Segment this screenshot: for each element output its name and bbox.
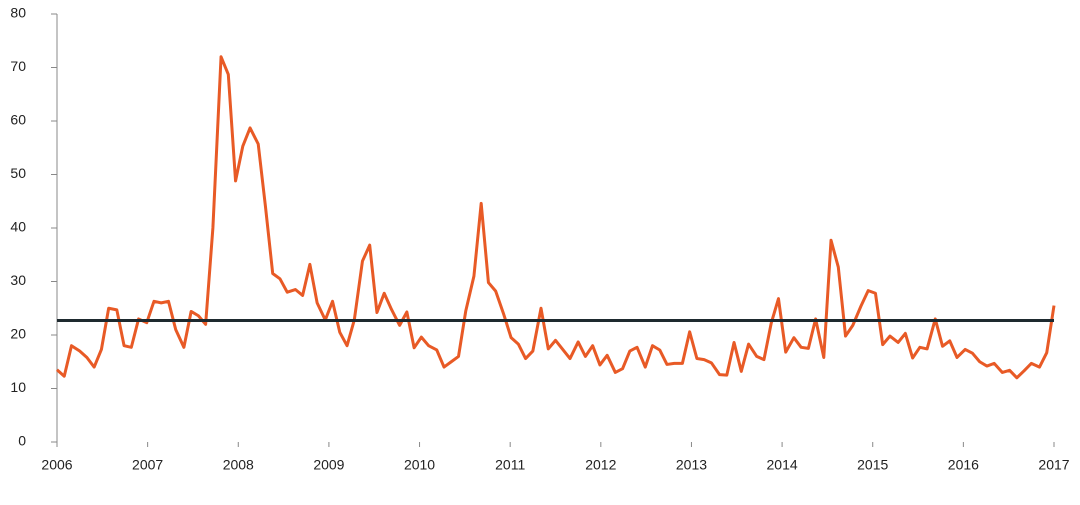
y-tick-label: 70 [10, 58, 26, 74]
x-tick-label: 2008 [223, 457, 254, 473]
y-tick-label: 20 [10, 326, 26, 342]
x-tick-label: 2011 [495, 457, 525, 473]
x-tick-label: 2013 [676, 457, 707, 473]
x-tick-label: 2017 [1038, 457, 1069, 473]
y-tick-label: 0 [18, 433, 26, 449]
x-tick-label: 2010 [404, 457, 435, 473]
y-tick-label: 60 [10, 112, 26, 128]
y-tick-label: 40 [10, 219, 26, 235]
y-tick-label: 30 [10, 272, 26, 288]
series-line [56, 55, 1056, 380]
x-tick-label: 2012 [585, 457, 616, 473]
y-tick-label: 50 [10, 165, 26, 181]
x-tick-label: 2006 [41, 457, 72, 473]
x-tick-label: 2015 [857, 457, 888, 473]
x-tick-label: 2016 [948, 457, 979, 473]
x-tick-label: 2014 [767, 457, 798, 473]
x-tick-label: 2007 [132, 457, 163, 473]
y-tick-label: 80 [10, 5, 26, 21]
x-tick-label: 2009 [313, 457, 344, 473]
y-tick-label: 10 [10, 379, 26, 395]
